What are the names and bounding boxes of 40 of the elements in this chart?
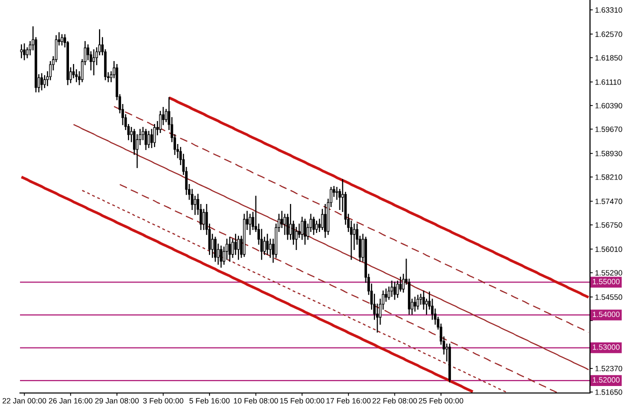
candlestick [144, 128, 148, 150]
candlestick [148, 130, 150, 148]
candlestick [40, 73, 43, 90]
candlestick [92, 49, 96, 76]
candlestick [390, 280, 394, 297]
candlestick [289, 204, 292, 240]
candlestick [384, 288, 388, 302]
candlestick [315, 220, 318, 233]
candlestick [43, 75, 46, 88]
candlestick [396, 280, 399, 298]
candlestick [300, 216, 304, 240]
candlestick [228, 236, 232, 262]
candlestick [295, 226, 298, 250]
candlestick [393, 282, 396, 300]
candlestick [248, 214, 252, 235]
candlestick [237, 236, 240, 260]
line-series [20, 176, 474, 393]
candlestick [425, 298, 428, 315]
candlestick [60, 34, 64, 46]
line-series [72, 124, 590, 370]
candlestick [234, 234, 237, 255]
candlestick [23, 43, 26, 60]
candlestick [266, 234, 269, 255]
candlestick [263, 236, 266, 255]
line-series [168, 96, 590, 299]
candlestick [150, 128, 153, 148]
candlestick [416, 294, 420, 310]
candlestick [312, 216, 315, 235]
line-series [119, 184, 558, 393]
candlestick [194, 196, 196, 215]
candlestick [153, 124, 156, 148]
candlestick [20, 44, 23, 58]
candlestick [399, 276, 402, 292]
candlestick [214, 236, 217, 262]
candlestick [220, 246, 222, 268]
line-series [82, 190, 508, 393]
candlestick [414, 296, 416, 312]
candlestick [72, 64, 75, 78]
candlestick [159, 110, 162, 133]
candlestick [164, 108, 168, 122]
